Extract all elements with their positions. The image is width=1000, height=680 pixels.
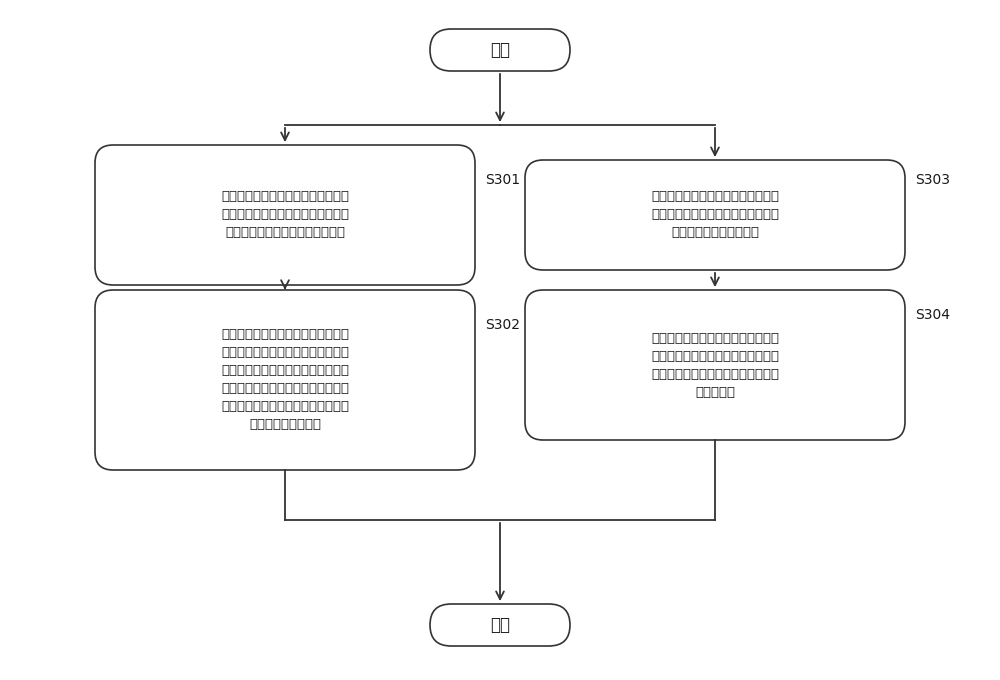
Text: 将计算得到的混合动力汽车在当前状
态下正常运行所需的全部功率作为发
动机输出功率，并将所述发动机输出
功率发送至发动机控制单元，使得所
述发动机控制单元控制发动: 将计算得到的混合动力汽车在当前状 态下正常运行所需的全部功率作为发 动机输出功率… [221, 328, 349, 432]
Text: S302: S302 [485, 318, 520, 332]
Text: S303: S303 [915, 173, 950, 187]
FancyBboxPatch shape [95, 145, 475, 285]
Text: 开始: 开始 [490, 41, 510, 59]
Text: 结束: 结束 [490, 616, 510, 634]
FancyBboxPatch shape [525, 290, 905, 440]
Text: S301: S301 [485, 173, 520, 187]
Text: 当接收到空调控制器发送的快速制热
请求时，计算得到混合动力汽车在当
前状态下正常运行所需的全部功率: 当接收到空调控制器发送的快速制热 请求时，计算得到混合动力汽车在当 前状态下正常… [221, 190, 349, 239]
Text: S304: S304 [915, 308, 950, 322]
FancyBboxPatch shape [430, 604, 570, 646]
Text: 当接收到空调控制器发送的一般制热
请求时，根据高压电池的剩余电量的
信息确定发动机输出功率: 当接收到空调控制器发送的一般制热 请求时，根据高压电池的剩余电量的 信息确定发动… [651, 190, 779, 239]
FancyBboxPatch shape [525, 160, 905, 270]
FancyBboxPatch shape [95, 290, 475, 470]
Text: 将所确定的发动机输出功率发送至发
动机控制器，使得所述发动机控制器
控制所述发动机以所确定的发动机输
出功率运行: 将所确定的发动机输出功率发送至发 动机控制器，使得所述发动机控制器 控制所述发动… [651, 332, 779, 398]
FancyBboxPatch shape [430, 29, 570, 71]
